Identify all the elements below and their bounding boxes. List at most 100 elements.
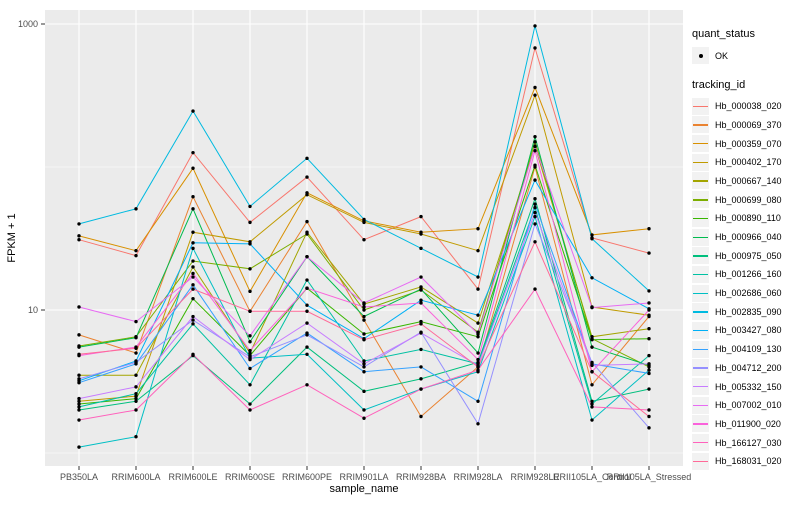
data-point-Hb_000966_040 bbox=[77, 345, 81, 349]
data-point-Hb_001266_160 bbox=[77, 405, 81, 409]
legend-item-Hb_000359_070: Hb_000359_070 bbox=[692, 135, 798, 153]
data-point-Hb_002835_090 bbox=[533, 24, 537, 28]
line-swatch-icon bbox=[693, 273, 708, 276]
data-point-Hb_011900_020 bbox=[191, 271, 195, 276]
data-point-Hb_000975_050 bbox=[533, 197, 537, 201]
data-point-Hb_007002_010 bbox=[647, 301, 651, 305]
legend-item-Hb_000966_040: Hb_000966_040 bbox=[692, 228, 798, 246]
data-point-Hb_000402_170 bbox=[134, 394, 138, 398]
data-point-Hb_000890_110 bbox=[362, 332, 366, 336]
data-point-Hb_000890_110 bbox=[191, 296, 195, 301]
legend-key-swatch bbox=[692, 172, 709, 190]
legend-item-label: Hb_011900_020 bbox=[715, 418, 781, 429]
data-point-Hb_000966_040 bbox=[248, 340, 252, 344]
data-point-Hb_000038_020 bbox=[248, 220, 252, 225]
data-point-Hb_004109_130 bbox=[77, 381, 81, 385]
data-point-Hb_000699_080 bbox=[305, 232, 309, 236]
line-swatch-icon bbox=[693, 199, 708, 201]
data-point-Hb_005332_150 bbox=[191, 314, 195, 319]
data-point-Hb_007002_010 bbox=[590, 305, 594, 310]
data-point-Hb_005332_150 bbox=[533, 210, 537, 215]
legend-item-Hb_000402_170: Hb_000402_170 bbox=[692, 153, 798, 171]
data-point-Hb_166127_030 bbox=[77, 418, 81, 422]
legend-key-swatch bbox=[692, 303, 709, 321]
data-point-Hb_166127_030 bbox=[134, 408, 138, 412]
legend-item-Hb_003427_080: Hb_003427_080 bbox=[692, 321, 798, 339]
data-point-Hb_005332_150 bbox=[647, 362, 651, 366]
data-point-Hb_007002_010 bbox=[419, 275, 423, 279]
data-point-Hb_004712_200 bbox=[647, 426, 651, 430]
data-point-Hb_003427_080 bbox=[305, 303, 309, 307]
data-point-Hb_004109_130 bbox=[362, 370, 366, 374]
data-point-Hb_002835_090 bbox=[590, 237, 594, 241]
data-point-Hb_000069_370 bbox=[419, 414, 423, 419]
x-tick-label: RRIM600LA bbox=[111, 472, 160, 482]
legend-item-Hb_007002_010: Hb_007002_010 bbox=[692, 396, 798, 414]
line-swatch-icon bbox=[693, 292, 708, 294]
x-tick-label: RRIM928LE bbox=[510, 472, 559, 482]
data-point-Hb_011900_020 bbox=[419, 301, 423, 305]
data-point-Hb_168031_020 bbox=[533, 240, 537, 244]
data-point-Hb_005332_150 bbox=[77, 396, 81, 401]
data-point-Hb_000038_020 bbox=[476, 287, 480, 291]
data-point-Hb_166127_030 bbox=[419, 387, 423, 391]
data-point-Hb_004712_200 bbox=[533, 222, 537, 226]
data-point-Hb_004109_130 bbox=[248, 366, 252, 371]
data-point-Hb_011900_020 bbox=[533, 149, 537, 153]
data-point-Hb_007002_010 bbox=[134, 319, 138, 324]
data-point-Hb_000038_020 bbox=[191, 150, 195, 155]
data-point-Hb_003427_080 bbox=[476, 313, 480, 317]
legend-item-Hb_004712_200: Hb_004712_200 bbox=[692, 359, 798, 377]
line-swatch-icon bbox=[693, 329, 708, 332]
x-tick-label: RRIM600LE bbox=[168, 472, 217, 482]
data-point-Hb_001266_160 bbox=[647, 353, 651, 358]
data-point-Hb_000975_050 bbox=[362, 389, 366, 394]
y-tick-label: 1000 bbox=[18, 19, 38, 29]
data-point-Hb_000699_080 bbox=[533, 140, 537, 144]
data-point-Hb_002835_090 bbox=[362, 217, 366, 222]
data-point-Hb_002686_060 bbox=[134, 435, 138, 439]
data-point-Hb_002835_090 bbox=[305, 156, 309, 161]
data-point-Hb_000966_040 bbox=[419, 287, 423, 291]
legend-key-swatch bbox=[692, 340, 709, 358]
data-point-Hb_011900_020 bbox=[362, 305, 366, 309]
legend-item-Hb_000667_140: Hb_000667_140 bbox=[692, 172, 798, 190]
data-point-Hb_005332_150 bbox=[134, 385, 138, 389]
data-point-Hb_000069_370 bbox=[77, 333, 81, 337]
legend-item-label: Hb_002835_090 bbox=[715, 306, 782, 317]
legend-item-label: Hb_004712_200 bbox=[715, 362, 782, 373]
data-point-Hb_002686_060 bbox=[191, 246, 195, 251]
legend-item-label: Hb_000975_050 bbox=[715, 250, 782, 261]
data-point-Hb_168031_020 bbox=[191, 287, 195, 291]
data-point-Hb_000966_040 bbox=[590, 345, 594, 349]
line-swatch-icon bbox=[693, 143, 708, 145]
data-point-Hb_011900_020 bbox=[248, 348, 252, 353]
data-point-Hb_004712_200 bbox=[590, 360, 594, 365]
data-point-Hb_002835_090 bbox=[476, 275, 480, 279]
data-point-Hb_000359_070 bbox=[77, 234, 81, 238]
line-swatch-icon bbox=[693, 386, 708, 388]
data-point-Hb_166127_030 bbox=[248, 408, 252, 412]
data-point-Hb_011900_020 bbox=[647, 308, 651, 312]
legend-title-quant-status: quant_status bbox=[692, 28, 755, 40]
data-point-Hb_168031_020 bbox=[476, 365, 480, 369]
data-point-Hb_004712_200 bbox=[134, 360, 138, 365]
data-point-Hb_000890_110 bbox=[647, 336, 651, 341]
data-point-Hb_003427_080 bbox=[191, 241, 195, 245]
data-point-Hb_005332_150 bbox=[419, 331, 423, 335]
legend-key-swatch bbox=[692, 284, 709, 302]
legend-item-Hb_000069_370: Hb_000069_370 bbox=[692, 116, 798, 134]
legend-key-swatch bbox=[692, 116, 709, 134]
legend-title-tracking-id: tracking_id bbox=[692, 78, 746, 91]
legend-item-label: OK bbox=[715, 50, 729, 61]
data-point-Hb_000975_050 bbox=[77, 408, 81, 412]
axis-ticks bbox=[41, 23, 650, 470]
data-point-Hb_000402_170 bbox=[305, 193, 309, 197]
data-point-Hb_000667_140 bbox=[248, 351, 252, 355]
legend-key-swatch bbox=[692, 228, 709, 246]
data-point-Hb_002835_090 bbox=[134, 207, 138, 211]
data-point-Hb_168031_020 bbox=[647, 414, 651, 419]
data-point-Hb_007002_010 bbox=[362, 301, 366, 305]
